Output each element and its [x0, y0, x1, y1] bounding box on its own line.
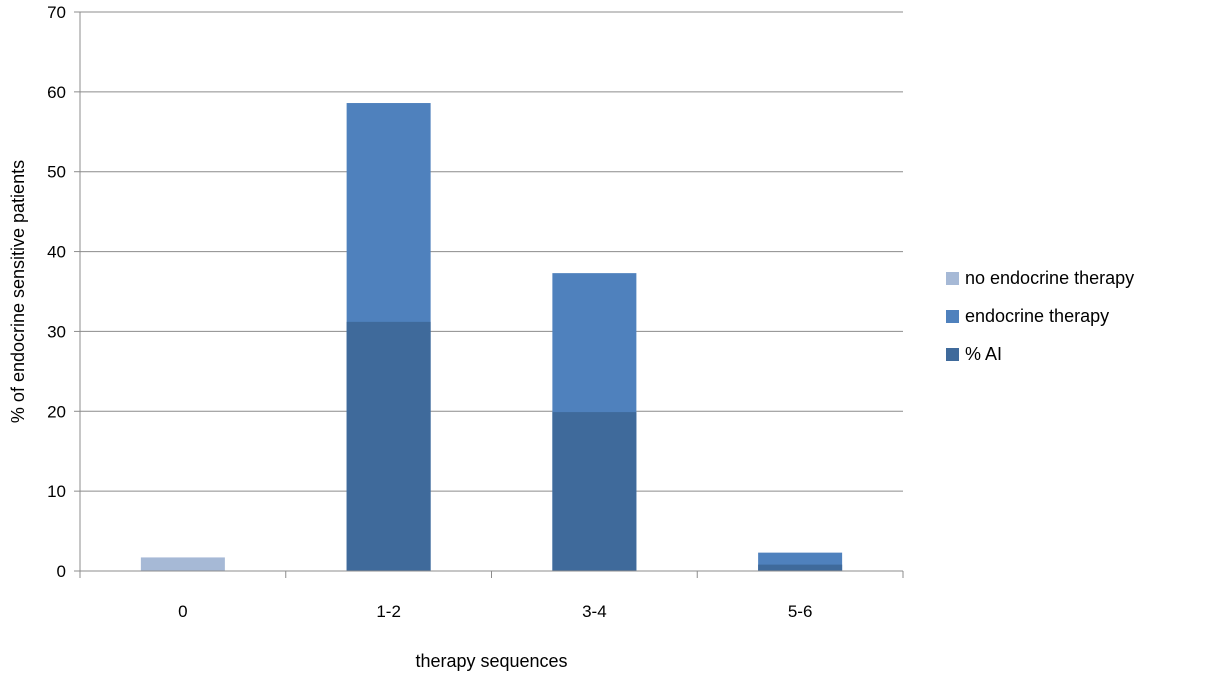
y-tick-label: 60	[47, 83, 66, 102]
y-tick-label: 40	[47, 243, 66, 262]
y-tick-label: 10	[47, 482, 66, 501]
bars	[140, 103, 843, 571]
legend-label: % AI	[965, 344, 1002, 364]
x-axis-ticks: 0 1-2 3-4 5-6	[79, 571, 904, 621]
axes	[79, 12, 903, 572]
bar	[346, 321, 431, 571]
x-tick-label: 1-2	[376, 602, 401, 621]
y-tick-label: 50	[47, 163, 66, 182]
bar	[758, 564, 843, 571]
legend-swatch	[946, 272, 959, 285]
y-axis-title: % of endocrine sensitive patients	[8, 160, 28, 423]
y-axis-ticks: 0 10 20 30 40 50 60 70	[47, 3, 80, 581]
x-axis-title: therapy sequences	[415, 651, 567, 671]
bar	[552, 412, 637, 571]
y-tick-label: 20	[47, 402, 66, 421]
y-tick-label: 70	[47, 3, 66, 22]
legend-label: endocrine therapy	[965, 306, 1109, 326]
legend-label: no endocrine therapy	[965, 268, 1134, 288]
legend-swatch	[946, 348, 959, 361]
y-tick-label: 30	[47, 322, 66, 341]
legend: no endocrine therapy endocrine therapy % A…	[946, 268, 1134, 364]
gridlines	[80, 11, 903, 492]
legend-swatch	[946, 310, 959, 323]
x-tick-label: 5-6	[788, 602, 813, 621]
x-tick-label: 3-4	[582, 602, 607, 621]
x-tick-label: 0	[178, 602, 187, 621]
y-tick-label: 0	[57, 562, 66, 581]
bar	[140, 557, 225, 571]
